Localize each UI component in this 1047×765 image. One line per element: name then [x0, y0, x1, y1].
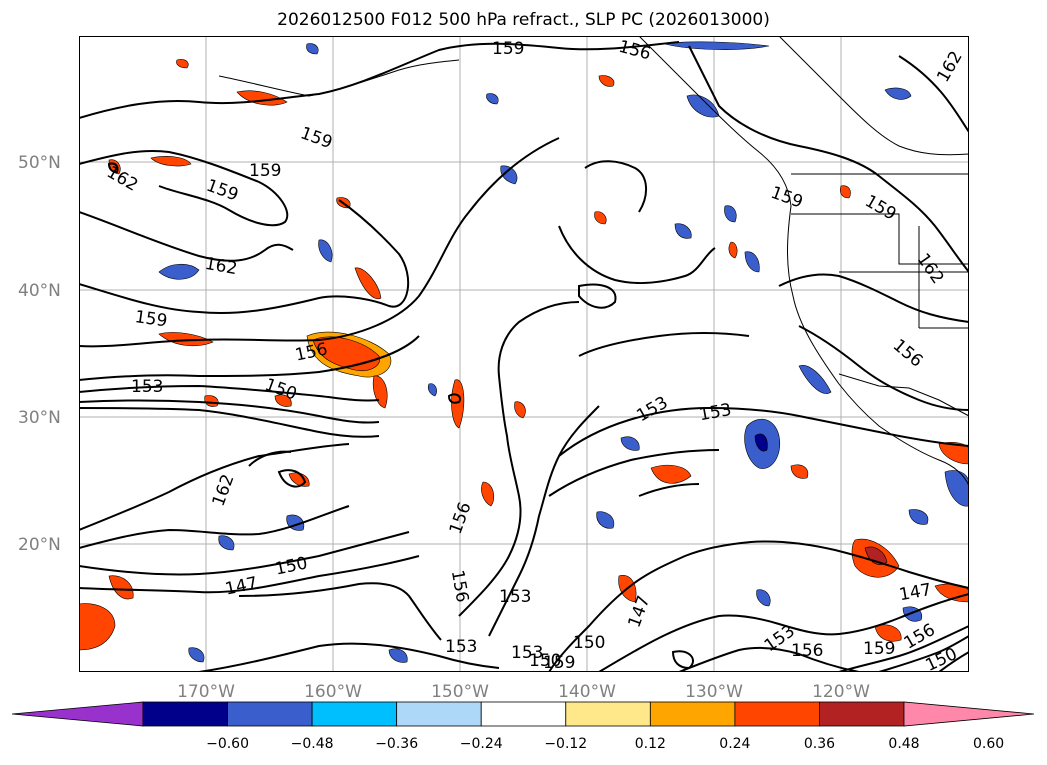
- colorbar-extend-max: [903, 701, 1035, 727]
- colorbar-segment: [649, 701, 736, 727]
- contour-label: 150: [573, 633, 605, 653]
- colorbar-segment: [227, 701, 313, 727]
- lat-label: 40°N: [18, 281, 61, 301]
- contour-label: 153: [511, 643, 543, 663]
- contour-label: 153: [131, 377, 163, 397]
- colorbar-tick-label: 0.48: [888, 736, 920, 752]
- lon-label: 150°W: [431, 682, 489, 702]
- contour-label: 159: [863, 639, 895, 659]
- colorbar: [11, 701, 1035, 727]
- contour-label: 159: [134, 307, 169, 331]
- negative-anomaly: [158, 41, 969, 663]
- colorbar-segment: [396, 701, 482, 727]
- coastlines: [218, 36, 969, 487]
- lat-label: 20°N: [18, 535, 61, 555]
- colorbar-tick-label: 0.36: [803, 736, 836, 752]
- map-title: 2026012500 F012 500 hPa refract., SLP PC…: [277, 10, 770, 30]
- slp-contours: [79, 41, 969, 672]
- lat-label: 30°N: [18, 408, 61, 428]
- colorbar-segment: [311, 701, 398, 727]
- contour-label: 150: [529, 651, 561, 671]
- colorbar-tick-label: 0.12: [634, 736, 666, 752]
- colorbar-segment: [819, 701, 905, 727]
- colorbar-tick-label: −0.48: [290, 736, 334, 752]
- contour-label: 159: [492, 39, 524, 59]
- colorbar-tick-label: 0.60: [972, 736, 1005, 752]
- contour-label: 159: [249, 161, 281, 181]
- colorbar-segment: [734, 701, 820, 727]
- contour-label: 159: [543, 653, 575, 672]
- lon-label: 170°W: [177, 682, 235, 702]
- lon-label: 120°W: [812, 682, 870, 702]
- colorbar-tick-label: −0.24: [459, 736, 503, 752]
- colorbar-segment: [480, 701, 567, 727]
- contour-labels: 159 159 159 159 162 162 162 162 159 156 …: [103, 37, 967, 672]
- colorbar-tick-label: 0.24: [719, 736, 751, 752]
- lat-label: 50°N: [18, 153, 61, 173]
- colorbar-tick-label: −0.12: [544, 736, 588, 752]
- lon-label: 140°W: [558, 682, 616, 702]
- colorbar-segment: [565, 701, 651, 727]
- map-panel: 159 159 159 159 162 162 162 162 159 156 …: [79, 36, 969, 672]
- colorbar-tick-label: −0.60: [206, 736, 249, 752]
- contour-label: 153: [445, 637, 477, 657]
- colorbar-extend-min: [11, 701, 144, 727]
- lon-label: 160°W: [304, 682, 362, 702]
- lon-label: 130°W: [685, 682, 743, 702]
- colorbar-tick-label: −0.36: [375, 736, 419, 752]
- colorbar-segment: [142, 701, 228, 727]
- contour-label: 153: [499, 587, 531, 607]
- contour-label: 156: [791, 641, 823, 661]
